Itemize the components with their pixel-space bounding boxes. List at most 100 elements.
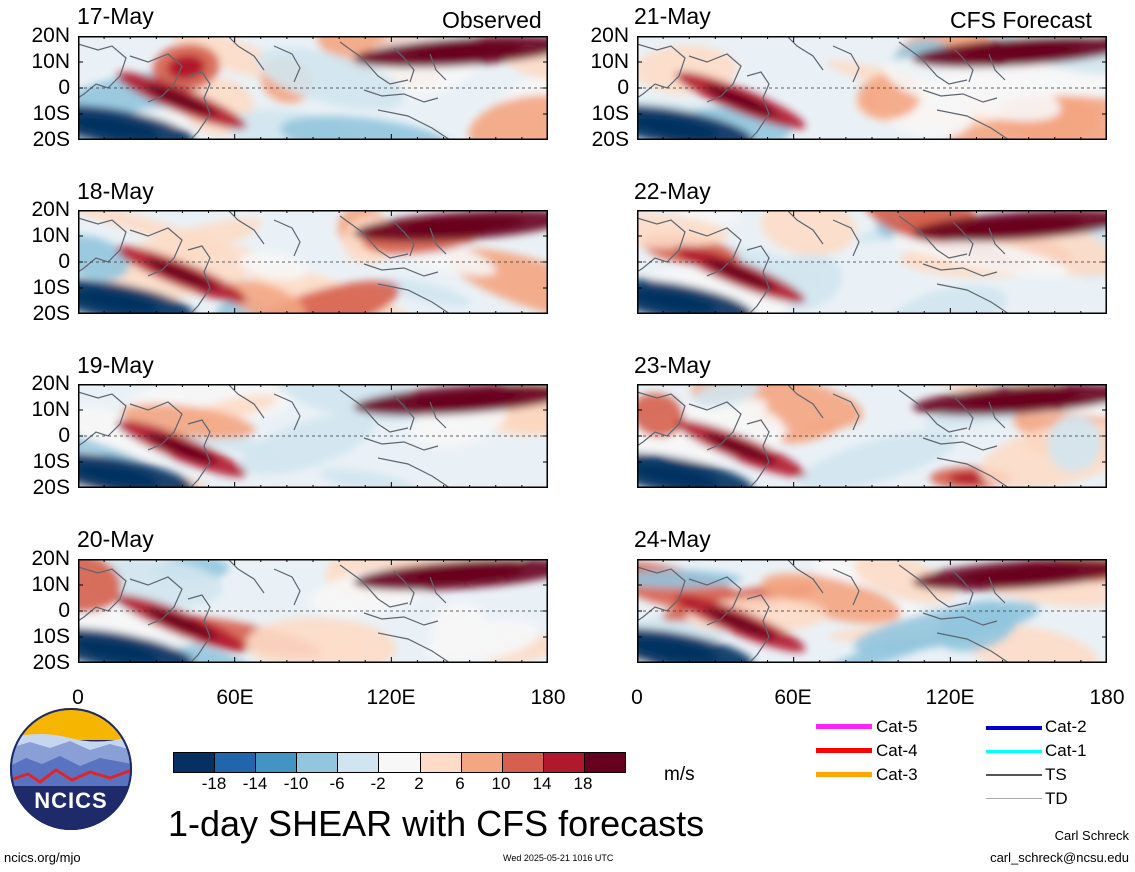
lat-label-10n: 10N	[31, 50, 70, 73]
td-line	[986, 798, 1042, 799]
shear-core	[637, 638, 718, 663]
coastline	[922, 437, 998, 451]
coastline	[988, 227, 1006, 255]
panel-date-20-may: 20-May	[77, 526, 154, 552]
shear-anomaly	[761, 210, 856, 256]
lat-label-20s: 20S	[32, 302, 70, 325]
coastline	[936, 109, 1010, 140]
coastline	[898, 215, 968, 259]
cat-4-line	[816, 748, 872, 753]
colorbar-tick: -10	[283, 774, 309, 793]
map-panel-18-may	[78, 210, 548, 314]
shear-anomaly	[78, 559, 122, 613]
colorbar-tick: -6	[329, 774, 345, 793]
shear-core	[962, 391, 1083, 408]
colorbar-segment	[542, 753, 584, 772]
lon-label-0: 0	[72, 686, 84, 709]
colorbar-segment	[174, 753, 215, 772]
shear-anomaly	[891, 232, 1069, 276]
colorbar-segment	[255, 753, 297, 772]
coastline	[429, 401, 447, 429]
coastline	[227, 384, 265, 419]
coastline	[429, 227, 447, 255]
map-panel-20-may	[78, 559, 548, 663]
coastline	[988, 53, 1006, 81]
coastline	[187, 245, 211, 314]
colorbar-segment	[419, 753, 461, 772]
shear-core	[704, 433, 777, 464]
ts-label: TS	[1045, 765, 1067, 784]
coastline	[898, 389, 968, 433]
coastline	[988, 576, 1006, 604]
lat-label-20s: 20S	[591, 128, 629, 151]
coastline	[637, 43, 686, 99]
shear-core	[637, 289, 718, 314]
lon-label-180: 180	[1089, 686, 1125, 709]
coastline	[832, 393, 860, 431]
colorbar-segment	[214, 753, 256, 772]
map-panel-21-may	[637, 36, 1107, 140]
footer-url: ncics.org/mjo	[4, 850, 81, 865]
lat-label-10s: 10S	[32, 276, 70, 299]
coastline	[637, 217, 686, 273]
map-panel-17-may	[78, 36, 548, 140]
shear-core	[637, 115, 718, 140]
coastline	[936, 283, 1010, 314]
lat-label-20n: 20N	[31, 24, 70, 47]
coastline	[129, 53, 183, 103]
shear-core	[145, 433, 218, 464]
cat-3-label: Cat-3	[876, 765, 918, 784]
cat-3-line	[816, 772, 872, 777]
colorbar-tick: 14	[532, 774, 552, 793]
coastline	[339, 215, 409, 259]
coastline	[363, 89, 439, 103]
coastline	[922, 263, 998, 277]
shear-anomaly	[884, 57, 1061, 122]
cat-1-label: Cat-1	[1045, 741, 1087, 760]
shear-anomaly	[853, 601, 1040, 654]
coastline	[227, 559, 265, 594]
coastline	[936, 457, 1010, 488]
shear-core	[145, 85, 218, 116]
coastline	[187, 419, 211, 488]
ncics-logo	[10, 708, 132, 830]
shear-map	[78, 384, 548, 488]
shear-core	[78, 463, 159, 488]
shear-anomaly	[246, 617, 396, 663]
coastline	[78, 217, 127, 273]
shear-map	[78, 559, 548, 663]
lat-label-10n: 10N	[590, 50, 629, 73]
colorbar-tick: -14	[242, 774, 268, 793]
shear-anomaly	[257, 47, 406, 111]
shear-anomaly	[319, 468, 417, 488]
coastline	[129, 576, 183, 626]
shear-anomaly	[637, 393, 685, 438]
lat-label-20n: 20N	[31, 547, 70, 570]
coastline	[339, 564, 409, 608]
colorbar-units: m/s	[664, 764, 695, 785]
shear-map	[637, 210, 1107, 314]
coastline	[363, 263, 439, 277]
lat-label-10s: 10S	[32, 102, 70, 125]
coastline	[227, 210, 265, 245]
colorbar-segment	[501, 753, 543, 772]
footer-timestamp: Wed 2025-05-21 1016 UTC	[503, 853, 614, 863]
shear-core	[145, 608, 218, 639]
shear-core	[145, 259, 218, 290]
lat-label-20s: 20S	[32, 651, 70, 674]
panel-date-17-may: 17-May	[77, 3, 154, 29]
shear-map	[637, 36, 1107, 140]
lat-label-20n: 20N	[31, 372, 70, 395]
shear-core	[704, 259, 777, 290]
map-panel-24-may	[637, 559, 1107, 663]
shear-core	[403, 217, 524, 234]
coastline	[746, 419, 770, 488]
shear-map	[78, 210, 548, 314]
shear-anomaly	[239, 252, 308, 280]
coastline	[129, 227, 183, 277]
coastline	[936, 632, 1010, 663]
cat-5-label: Cat-5	[876, 717, 918, 736]
td-label: TD	[1045, 789, 1068, 808]
coastline	[786, 384, 824, 419]
coastline	[898, 41, 968, 85]
